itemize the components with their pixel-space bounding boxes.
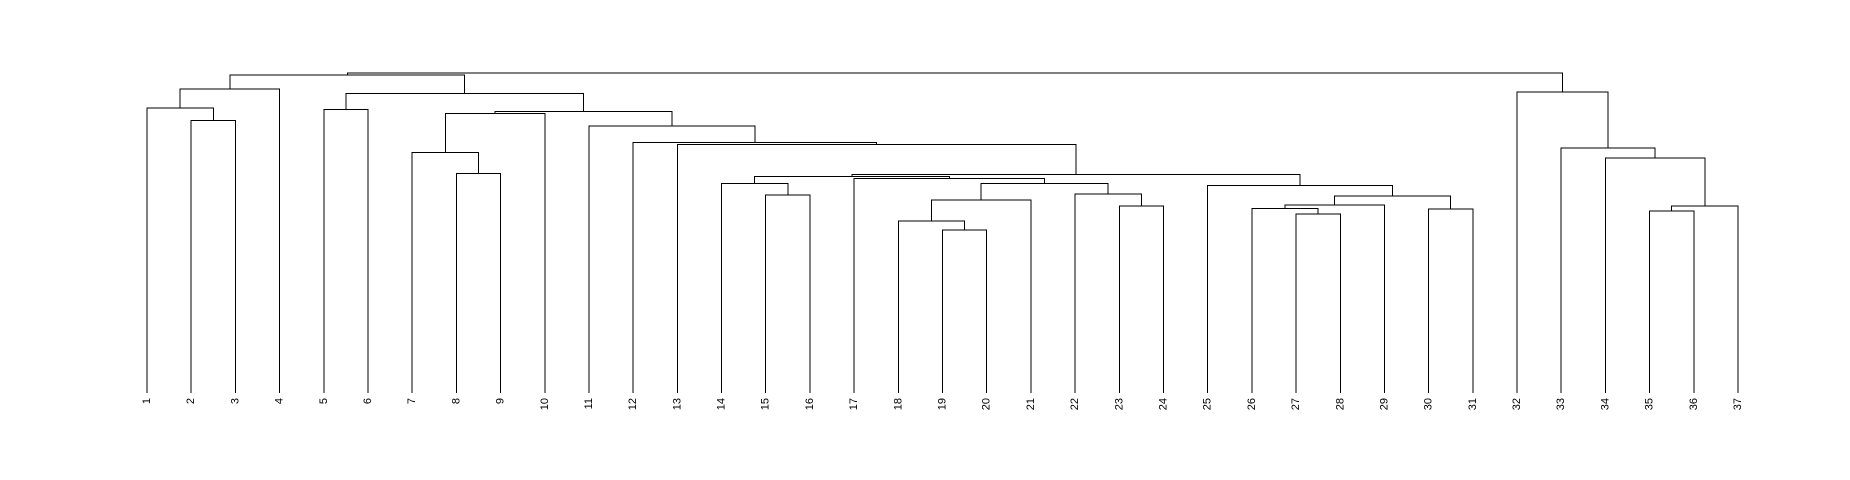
- leaf-label-34: 34: [1599, 398, 1611, 410]
- leaf-label-4: 4: [274, 398, 286, 404]
- merge-link-6: [1251, 207, 1319, 393]
- leaf-label-1: 1: [141, 398, 153, 404]
- leaf-label-15: 15: [760, 398, 772, 410]
- leaf-label-29: 29: [1378, 398, 1390, 410]
- leaf-label-22: 22: [1069, 398, 1081, 410]
- merge-link-22: [676, 144, 1077, 393]
- leaf-label-12: 12: [627, 398, 639, 410]
- merge-link-23: [411, 152, 479, 393]
- leaf-label-3: 3: [229, 398, 241, 404]
- merge-link-16: [980, 183, 1109, 201]
- merge-link-28: [1560, 147, 1656, 393]
- merge-link-4: [1118, 205, 1164, 393]
- leaf-label-17: 17: [848, 398, 860, 410]
- merge-link-19: [754, 176, 950, 184]
- leaf-label-9: 9: [495, 398, 507, 404]
- merge-link-7: [1284, 204, 1385, 393]
- merge-link-33: [1516, 91, 1609, 393]
- merge-link-21: [1604, 157, 1706, 393]
- merge-link-11: [455, 172, 502, 393]
- leaf-label-32: 32: [1511, 398, 1523, 410]
- merge-link-36: [346, 72, 1564, 93]
- leaf-label-20: 20: [981, 398, 993, 410]
- leaf-label-26: 26: [1246, 398, 1258, 410]
- merge-link-30: [494, 111, 673, 127]
- merge-link-29: [444, 112, 546, 393]
- merge-link-32: [345, 92, 584, 112]
- merge-link-1: [1649, 210, 1695, 393]
- leaf-label-13: 13: [671, 398, 683, 410]
- leaf-label-6: 6: [362, 398, 374, 404]
- leaf-label-21: 21: [1025, 398, 1037, 410]
- merge-link-17: [1207, 184, 1394, 393]
- leaf-label-27: 27: [1290, 398, 1302, 410]
- dendrogram-links: [146, 72, 1739, 393]
- leaf-label-19: 19: [937, 398, 949, 410]
- leaf-label-7: 7: [406, 398, 418, 404]
- leaf-label-5: 5: [318, 398, 330, 404]
- leaf-label-37: 37: [1732, 398, 1744, 410]
- leaf-labels: 1 2 3 4 5 6 7 8 9 10 11 12 13 14 15 16 17 18 19 20 21 22 23 24 2…: [141, 398, 1744, 410]
- leaf-label-8: 8: [450, 398, 462, 404]
- leaf-label-11: 11: [583, 398, 595, 409]
- merge-link-9: [1671, 205, 1739, 393]
- merge-link-12: [1074, 193, 1142, 393]
- merge-link-26: [588, 125, 756, 393]
- merge-link-31: [146, 107, 214, 393]
- leaf-label-2: 2: [185, 398, 197, 404]
- leaf-label-25: 25: [1202, 398, 1214, 410]
- merge-link-18: [853, 177, 1046, 393]
- leaf-label-36: 36: [1688, 398, 1700, 410]
- merge-link-10: [765, 194, 811, 393]
- leaf-label-24: 24: [1157, 398, 1169, 410]
- leaf-label-16: 16: [804, 398, 816, 410]
- merge-link-13: [930, 199, 1032, 393]
- merge-link-3: [1295, 213, 1341, 393]
- leaf-label-28: 28: [1334, 398, 1346, 410]
- leaf-label-30: 30: [1423, 398, 1435, 410]
- leaf-label-10: 10: [539, 398, 551, 410]
- leaf-label-18: 18: [892, 398, 904, 410]
- merge-link-2: [942, 229, 988, 393]
- merge-link-15: [721, 183, 789, 393]
- merge-link-35: [229, 74, 466, 94]
- merge-link-8: [897, 220, 966, 393]
- leaf-label-33: 33: [1555, 398, 1567, 410]
- merge-link-14: [1334, 195, 1452, 209]
- merge-link-25: [190, 119, 236, 393]
- leaf-label-31: 31: [1467, 398, 1479, 410]
- merge-link-5: [1428, 208, 1474, 393]
- leaf-label-35: 35: [1644, 398, 1656, 410]
- leaf-label-14: 14: [716, 398, 728, 410]
- merge-link-27: [323, 108, 369, 393]
- merge-link-34: [179, 88, 281, 393]
- leaf-label-23: 23: [1113, 398, 1125, 410]
